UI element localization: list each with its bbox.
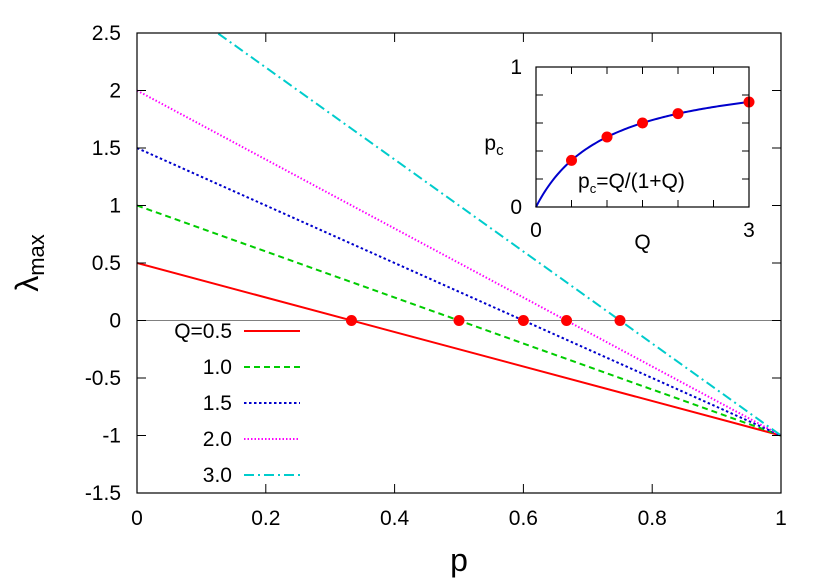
inset-formula-subscript: c — [590, 181, 597, 196]
x-tick-label: 0 — [131, 507, 143, 530]
x-tick-label: 0.8 — [638, 507, 667, 530]
series-line-5 — [215, 33, 781, 437]
inset-formula-main: p — [578, 170, 590, 193]
y-tick-label: 1 — [109, 195, 121, 218]
x-tick-label: 1 — [775, 507, 787, 530]
y-tick-label: -1 — [102, 425, 121, 448]
inset-point — [601, 131, 613, 143]
inset-x-axis-title: Q — [634, 231, 650, 254]
y-tick-labels: 2.5 2 1.5 1 0.5 0 -0.5 -1 -1.5 — [85, 22, 121, 505]
legend-label: Q=0.5 — [174, 320, 232, 343]
y-tick-label: 0 — [109, 310, 121, 333]
x-tick-label: 0.6 — [509, 507, 538, 530]
legend-label: 1.5 — [203, 392, 232, 415]
critical-point — [517, 315, 529, 326]
x-tick-labels: 0 0.2 0.4 0.6 0.8 1 — [131, 507, 787, 530]
inset-point — [637, 117, 648, 129]
x-tick-label: 0.4 — [380, 507, 410, 530]
inset-y-tick-label: 0 — [510, 196, 522, 219]
critical-points-group — [345, 315, 626, 326]
critical-point — [345, 315, 357, 326]
x-axis-title: p — [450, 542, 468, 578]
inset-y-tick-label: 1 — [510, 56, 522, 79]
ticks-group — [136, 32, 782, 494]
critical-point — [453, 315, 465, 326]
critical-point — [561, 315, 573, 326]
legend: Q=0.5 1.0 1.5 2.0 3.0 — [174, 320, 300, 487]
inset-x-tick-label: 3 — [743, 219, 755, 242]
series-line-4 — [137, 89, 781, 437]
inset-formula-rest: =Q/(1+Q) — [596, 170, 685, 193]
series-group — [137, 33, 781, 437]
critical-point — [614, 315, 626, 326]
inset-point — [672, 108, 684, 120]
inset-formula-label: pc=Q/(1+Q) — [578, 170, 685, 196]
legend-label: 3.0 — [203, 464, 232, 487]
y-axis-title-subscript: max — [24, 234, 49, 276]
inset-y-axis-title-subscript: c — [496, 142, 504, 159]
y-tick-label: 2 — [109, 80, 121, 103]
y-axis-title: λmax — [9, 234, 49, 292]
inset-background — [536, 67, 749, 207]
x-tick-label: 0.2 — [251, 507, 280, 530]
y-tick-label: 0.5 — [92, 252, 121, 275]
inset-point — [566, 154, 577, 166]
y-tick-label: 1.5 — [92, 137, 121, 160]
main-plot: 0 0.2 0.4 0.6 0.8 1 2.521.510.50-0.5-1-1.5 p … — [9, 22, 787, 578]
legend-label: 1.0 — [203, 356, 232, 379]
y-axis-title-main: λ — [9, 276, 45, 292]
y-tick-label: -0.5 — [85, 367, 121, 390]
inset-y-axis-title-main: p — [484, 132, 496, 155]
inset-y-axis-title: pc — [484, 132, 504, 159]
series-line-1 — [137, 262, 781, 437]
inset-ticks-group — [535, 66, 750, 208]
inset-y-tick-labels: 10 — [510, 56, 522, 219]
legend-label: 2.0 — [203, 428, 232, 451]
inset-x-tick-label: 0 — [530, 219, 542, 242]
y-tick-label: -1.5 — [85, 482, 121, 505]
y-tick-label: 2.5 — [92, 22, 121, 45]
